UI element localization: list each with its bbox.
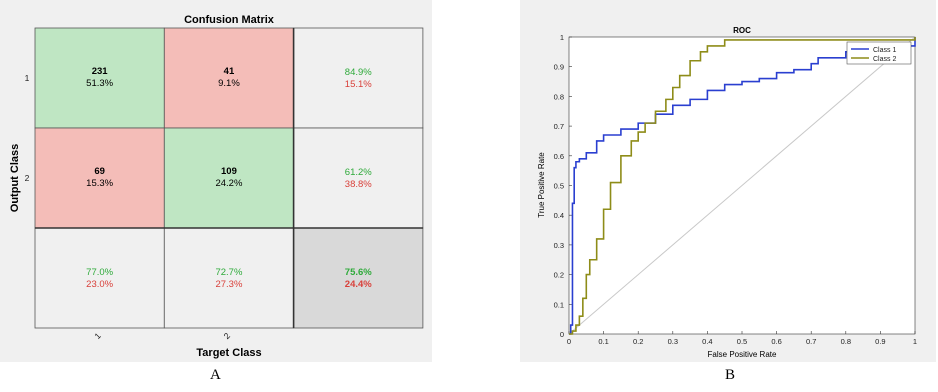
x-tick-label: 0.5 <box>737 337 747 346</box>
y-tick-label: 0.7 <box>554 122 564 131</box>
wrong-percent: 15.1% <box>345 79 372 90</box>
correct-percent: 75.6% <box>345 267 372 278</box>
summary-cell <box>293 127 424 229</box>
summary-cell <box>293 27 424 129</box>
cell-count: 69 <box>94 166 105 177</box>
y-tick-label: 0.3 <box>554 241 564 250</box>
x-tick-label: 0.1 <box>598 337 608 346</box>
roc-panel: ROC False Positive Rate True Positive Ra… <box>520 0 938 387</box>
x-tick-label: 2 <box>222 330 233 341</box>
correct-percent: 72.7% <box>215 267 242 278</box>
legend: Class 1 Class 2 <box>846 41 912 65</box>
x-tick-label: 0.3 <box>668 337 678 346</box>
y-tick-label: 0.1 <box>554 300 564 309</box>
x-tick-label: 1 <box>92 330 103 341</box>
correct-percent: 77.0% <box>86 267 113 278</box>
y-tick-label: 0.2 <box>554 271 564 280</box>
y-tick-label: 1 <box>25 73 30 83</box>
cell-count: 41 <box>224 66 235 77</box>
x-tick-label: 0 <box>567 337 571 346</box>
series-line-class-1 <box>569 37 916 335</box>
matrix-cell <box>163 127 295 229</box>
y-tick-label: 0.4 <box>554 211 564 220</box>
wrong-percent: 27.3% <box>215 279 242 290</box>
x-axis-label: Target Class <box>196 347 261 359</box>
x-tick-label: 0.6 <box>771 337 781 346</box>
correct-percent: 61.2% <box>345 167 372 178</box>
x-tick-label: 0.4 <box>702 337 712 346</box>
y-axis-label: True Positive Rate <box>537 152 546 218</box>
y-tick-label: 1 <box>560 33 564 42</box>
wrong-percent: 38.8% <box>345 179 372 190</box>
cell-percent: 24.2% <box>215 178 242 189</box>
cell-percent: 9.1% <box>218 78 240 89</box>
chart-title: Confusion Matrix <box>184 14 275 26</box>
summary-cell <box>163 227 295 329</box>
x-tick-label: 0.8 <box>841 337 851 346</box>
legend-entry: Class 2 <box>873 56 896 63</box>
summary-cell <box>34 227 165 329</box>
series-line-class-2 <box>569 37 916 335</box>
panel-label-b: B <box>725 367 736 383</box>
legend-entry: Class 1 <box>873 47 896 54</box>
y-axis-label: Output Class <box>9 144 21 212</box>
chance-diagonal-line <box>568 36 916 335</box>
wrong-percent: 24.4% <box>345 279 372 290</box>
x-tick-label: 0.7 <box>806 337 816 346</box>
cell-percent: 15.3% <box>86 178 113 189</box>
wrong-percent: 23.0% <box>86 279 113 290</box>
y-tick-label: 0.9 <box>554 63 564 72</box>
y-tick-label: 2 <box>25 173 30 183</box>
matrix-cell <box>34 127 165 229</box>
chart-title: ROC <box>733 26 751 35</box>
confusion-matrix-panel: Confusion Matrix Output Class Target Cla… <box>0 0 440 387</box>
y-tick-label: 0.6 <box>554 152 564 161</box>
cell-count: 109 <box>221 166 237 177</box>
x-tick-label: 0.2 <box>633 337 643 346</box>
x-tick-label: 1 <box>913 337 917 346</box>
cell-count: 231 <box>92 66 109 77</box>
y-tick-label: 0.8 <box>554 92 564 101</box>
panel-label-a: A <box>210 367 221 383</box>
cell-percent: 51.3% <box>86 78 113 89</box>
confusion-matrix-chart: Confusion Matrix Output Class Target Cla… <box>0 0 432 362</box>
correct-percent: 84.9% <box>345 67 372 78</box>
x-axis-label: False Positive Rate <box>708 350 777 359</box>
roc-chart: ROC False Positive Rate True Positive Ra… <box>520 0 936 362</box>
x-tick-label: 0.9 <box>875 337 885 346</box>
overall-cell <box>293 227 424 329</box>
y-tick-label: 0.5 <box>554 182 564 191</box>
y-tick-label: 0 <box>560 330 564 339</box>
